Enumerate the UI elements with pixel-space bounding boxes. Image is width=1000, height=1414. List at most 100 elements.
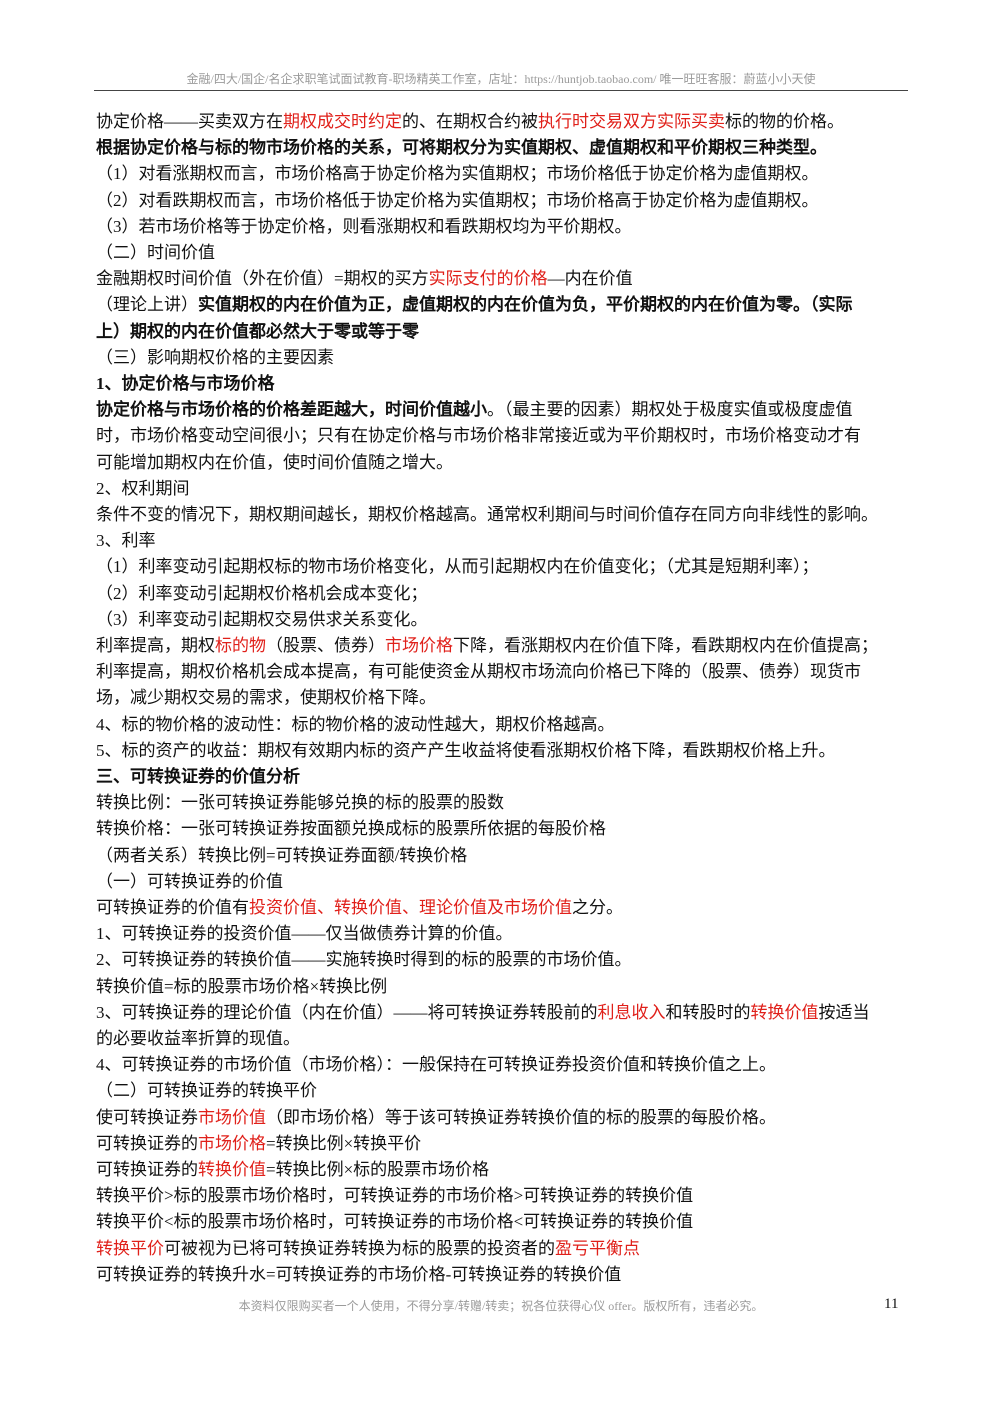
text-run: 的必要收益率折算的现值。: [96, 1029, 300, 1048]
text-line: 协定价格——买卖双方在期权成交时约定的、在期权合约被执行时交易双方实际买卖标的物…: [96, 110, 844, 134]
text-run: 的、在期权合约被: [402, 112, 538, 131]
text-line: 转换价值=标的股票市场价格×转换比例: [96, 975, 387, 999]
text-line: 4、可转换证券的市场价值（市场价格）：一般保持在可转换证券投资价值和转换价值之上…: [96, 1053, 776, 1077]
text-line: 转换比例：一张可转换证券能够兑换的标的股票的股数: [96, 791, 504, 815]
highlight-text: 实际支付的价格: [428, 269, 548, 289]
bold-text: 协定价格与市场价格的价格差距越大，时间价值越小: [96, 400, 487, 420]
text-line: 3、可转换证券的理论价值（内在价值）——将可转换证券转股前的利息收入和转股时的转…: [96, 1001, 870, 1025]
text-line: （2）对看跌期权而言，市场价格低于协定价格为实值期权；市场价格高于协定价格为虚值…: [96, 189, 819, 213]
text-line: 根据协定价格与标的物市场价格的关系，可将期权分为实值期权、虚值期权和平价期权三种…: [96, 136, 827, 160]
text-run: 转换价格：一张可转换证券按面额兑换成标的股票所依据的每股价格: [96, 819, 606, 839]
text-run: —内在价值: [547, 269, 633, 289]
text-run: 和转股时的: [665, 1002, 751, 1022]
text-run: 按适当: [818, 1002, 870, 1022]
text-run: 转换价值=标的股票市场价格×转换比例: [96, 976, 388, 996]
bold-text: 三、可转换证券的价值分析: [96, 767, 300, 786]
text-run: 使可转换证券: [96, 1107, 198, 1127]
text-line: 上）期权的内在价值都必然大于零或等于零: [96, 320, 419, 344]
text-line: （理论上讲）实值期权的内在价值为正，虚值期权的内在价值为负，平价期权的内在价值为…: [96, 293, 853, 317]
text-run: 4、可转换证券的市场价值（市场价格）：一般保持在可转换证券投资价值和转换价值之上…: [96, 1055, 776, 1075]
text-line: （二）时间价值: [96, 241, 215, 265]
text-run: 下降，看涨期权内在价值下降，看跌期权内在价值提高；: [453, 636, 878, 655]
text-run: 5、标的资产的收益：期权有效期内标的资产产生收益将使看涨期权价格下降，看跌期权价…: [96, 740, 836, 760]
highlight-text: 利息收入: [597, 1002, 666, 1022]
text-line: 场，减少期权交易的需求，使期权价格下降。: [96, 686, 436, 710]
text-run: （2）对看跌期权而言，市场价格低于协定价格为实值期权；市场价格高于协定价格为虚值…: [96, 190, 819, 210]
text-run: （2）利率变动引起期权价格机会成本变化；: [96, 583, 428, 603]
text-line: 的必要收益率折算的现值。: [96, 1027, 300, 1051]
text-line: 三、可转换证券的价值分析: [96, 765, 300, 789]
text-run: 可转换证券的转换升水=可转换证券的市场价格-可转换证券的转换价值: [96, 1264, 622, 1284]
bold-text: 上）期权的内在价值都必然大于零或等于零: [96, 321, 419, 341]
text-line: （一）可转换证券的价值: [96, 870, 283, 894]
text-run: （二）时间价值: [96, 243, 215, 262]
text-run: （二）可转换证券的转换平价: [96, 1081, 317, 1101]
text-line: 转换平价<标的股票市场价格时，可转换证券的市场价格<可转换证券的转换价值: [96, 1210, 693, 1234]
text-run: 可转换证券的: [96, 1133, 198, 1153]
text-run: （理论上讲）: [96, 295, 198, 315]
text-run: 2、权利期间: [96, 478, 190, 498]
highlight-text: 转换价值: [198, 1160, 266, 1179]
text-line: 转换平价>标的股票市场价格时，可转换证券的市场价格>可转换证券的转换价值: [96, 1184, 693, 1208]
text-line: 可转换证券的转换升水=可转换证券的市场价格-可转换证券的转换价值: [96, 1263, 621, 1287]
text-run: 之分。: [572, 898, 623, 917]
bold-text: 1、协定价格与市场价格: [96, 374, 275, 393]
text-line: 1、协定价格与市场价格: [96, 372, 275, 396]
footer: 本资料仅限购买者一个人使用，不得分享/转赠/转卖；祝各位获得心仪 offer。版…: [238, 1299, 764, 1313]
text-run: 2、可转换证券的转换价值——实施转换时得到的标的股票的市场价值。: [96, 950, 632, 970]
highlight-text: 市场价值: [198, 1107, 266, 1127]
highlight-text: 投资价值、转换价值、理论价值及市场价值: [249, 898, 572, 917]
text-run: 3、可转换证券的理论价值（内在价值）——将可转换证券转股前的: [96, 1002, 598, 1022]
text-line: 5、标的资产的收益：期权有效期内标的资产产生收益将使看涨期权价格下降，看跌期权价…: [96, 739, 836, 763]
text-run: 标的物的价格。: [725, 112, 844, 131]
text-line: 1、可转换证券的投资价值——仅当做债券计算的价值。: [96, 922, 513, 946]
text-run: 转换平价>标的股票市场价格时，可转换证券的市场价格>可转换证券的转换价值: [96, 1186, 694, 1206]
text-run: （1）利率变动引起期权标的物市场价格变化，从而引起期权内在价值变化；（尤其是短期…: [96, 557, 819, 577]
highlight-text: 市场价格: [198, 1133, 266, 1153]
text-run: （3）利率变动引起期权交易供求关系变化。: [96, 609, 428, 629]
text-line: 利率提高，期权标的物（股票、债券）市场价格下降，看涨期权内在价值下降，看跌期权内…: [96, 634, 878, 658]
text-run: 利率提高，期权价格机会成本提高，有可能使资金从期权市场流向价格已下降的（股票、债…: [96, 662, 861, 682]
text-line: 转换平价可被视为已将可转换证券转换为标的股票的投资者的盈亏平衡点: [96, 1237, 640, 1261]
text-run: 可被视为已将可转换证券转换为标的股票的投资者的: [164, 1238, 555, 1258]
text-run: 1、可转换证券的投资价值——仅当做债券计算的价值。: [96, 924, 513, 944]
text-line: 转换价格：一张可转换证券按面额兑换成标的股票所依据的每股价格: [96, 817, 606, 841]
text-line: 条件不变的情况下，期权期间越长，期权价格越高。通常权利期间与时间价值存在同方向非…: [96, 503, 878, 527]
highlight-text: 标的物: [215, 636, 266, 655]
highlight-text: 市场价格: [385, 636, 453, 655]
text-line: （三）影响期权价格的主要因素: [96, 346, 334, 370]
text-line: 可转换证券的价值有投资价值、转换价值、理论价值及市场价值之分。: [96, 896, 623, 920]
header-rule: [94, 90, 908, 91]
text-line: （3）利率变动引起期权交易供求关系变化。: [96, 608, 428, 632]
text-run: 时，市场价格变动空间很小；只有在协定价格与市场价格非常接近或为平价期权时，市场价…: [96, 426, 861, 446]
text-run: 可转换证券的: [96, 1160, 198, 1179]
text-run: （1）对看涨期权而言，市场价格高于协定价格为实值期权；市场价格低于协定价格为虚值…: [96, 164, 819, 184]
text-run: （三）影响期权价格的主要因素: [96, 347, 334, 367]
text-line: 可转换证券的市场价格=转换比例×转换平价: [96, 1132, 421, 1156]
text-line: （1）利率变动引起期权标的物市场价格变化，从而引起期权内在价值变化；（尤其是短期…: [96, 555, 819, 579]
text-line: 2、权利期间: [96, 477, 190, 501]
text-line: 可能增加期权内在价值，使时间价值随之增大。: [96, 451, 453, 475]
highlight-text: 执行时交易双方实际买卖: [538, 112, 725, 131]
text-run: 可能增加期权内在价值，使时间价值随之增大。: [96, 452, 453, 472]
text-run: （两者关系）转换比例=可转换证券面额/转换价格: [96, 845, 468, 865]
text-run: 转换平价<标的股票市场价格时，可转换证券的市场价格<可转换证券的转换价值: [96, 1212, 694, 1232]
bold-text: 根据协定价格与标的物市场价格的关系，可将期权分为实值期权、虚值期权和平价期权三种…: [96, 138, 827, 158]
text-run: =转换比例×转换平价: [266, 1133, 422, 1153]
text-line: 3、利率: [96, 529, 156, 553]
page-number: 11: [884, 1296, 899, 1312]
text-line: 2、可转换证券的转换价值——实施转换时得到的标的股票的市场价值。: [96, 948, 632, 972]
text-run: 场，减少期权交易的需求，使期权价格下降。: [96, 688, 436, 708]
text-line: （两者关系）转换比例=可转换证券面额/转换价格: [96, 844, 467, 868]
text-line: （2）利率变动引起期权价格机会成本变化；: [96, 582, 428, 606]
text-run: =转换比例×标的股票市场价格: [266, 1160, 490, 1179]
text-run: 。（最主要的因素）期权处于极度实值或极度虚值: [487, 400, 853, 420]
text-run: （一）可转换证券的价值: [96, 871, 283, 891]
highlight-text: 转换价值: [750, 1002, 819, 1022]
text-line: 时，市场价格变动空间很小；只有在协定价格与市场价格非常接近或为平价期权时，市场价…: [96, 424, 861, 448]
text-run: 金融期权时间价值（外在价值）=期权的买方: [96, 269, 429, 289]
text-line: （1）对看涨期权而言，市场价格高于协定价格为实值期权；市场价格低于协定价格为虚值…: [96, 162, 819, 186]
highlight-text: 期权成交时约定: [283, 112, 402, 131]
text-run: 利率提高，期权: [96, 636, 215, 655]
